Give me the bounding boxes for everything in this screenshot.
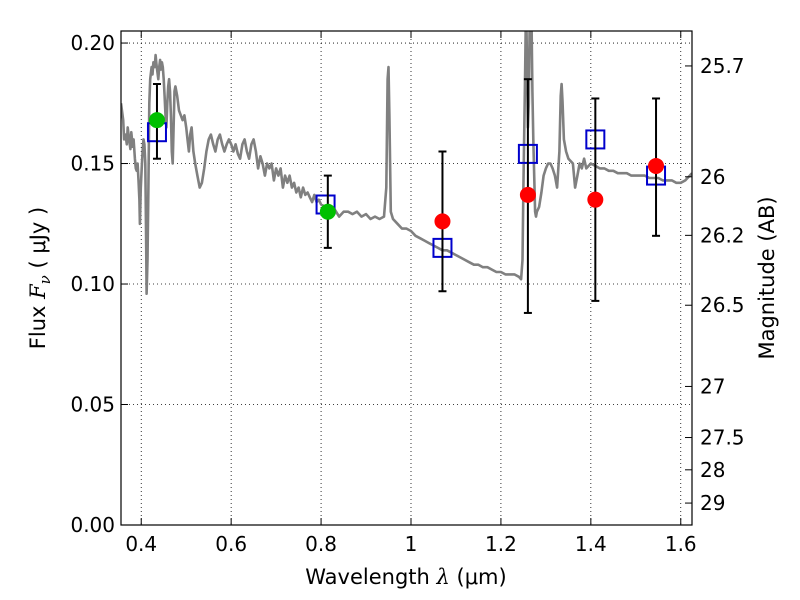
y2-tick-label: 26.2 [700, 223, 745, 247]
y2-tick-label: 27 [700, 374, 725, 398]
y2-tick-label: 29 [700, 491, 725, 515]
x-tick-label: 1.2 [485, 532, 517, 556]
observed-point-circle [319, 203, 336, 220]
axis-ticks: 0.4 0.6 0.8 1 1.2 1.4 1.6 0.00 0.05 0.10 0.15 0.20 2… [70, 31, 745, 556]
y-tick-label: 0.15 [70, 152, 115, 176]
plot-background [121, 31, 692, 525]
y2-tick-label: 25.7 [700, 54, 745, 78]
template-spectrum [121, 31, 692, 295]
x-tick-label: 0.8 [305, 532, 337, 556]
y-tick-label: 0.00 [70, 513, 115, 537]
observed-point-circle [519, 186, 536, 203]
x-tick-label: 0.6 [215, 532, 247, 556]
spectrum-line [121, 31, 692, 295]
photometry-points [146, 78, 667, 314]
y2-tick-label: 26.5 [700, 293, 745, 317]
observed-point-circle [434, 213, 451, 230]
y-tick-label: 0.20 [70, 31, 115, 55]
x-tick-label: 0.4 [125, 532, 157, 556]
observed-point-circle [587, 191, 604, 208]
observed-point-circle [648, 157, 665, 174]
y-axis-title: Flux Fν ( μJy ) [26, 207, 54, 349]
plot-frame [120, 30, 693, 526]
y2-tick-label: 28 [700, 458, 725, 482]
y2-tick-label: 26 [700, 165, 725, 189]
x-tick-label: 1.4 [575, 532, 607, 556]
x-tick-label: 1.6 [665, 532, 697, 556]
observed-point-circle [148, 112, 165, 129]
y-tick-label: 0.05 [70, 393, 115, 417]
y2-axis-title: Magnitude (AB) [755, 196, 779, 359]
x-axis-title: Wavelength λ (μm) [305, 565, 506, 589]
y-tick-label: 0.10 [70, 272, 115, 296]
y2-tick-label: 27.5 [700, 426, 745, 450]
x-tick-label: 1 [405, 532, 418, 556]
